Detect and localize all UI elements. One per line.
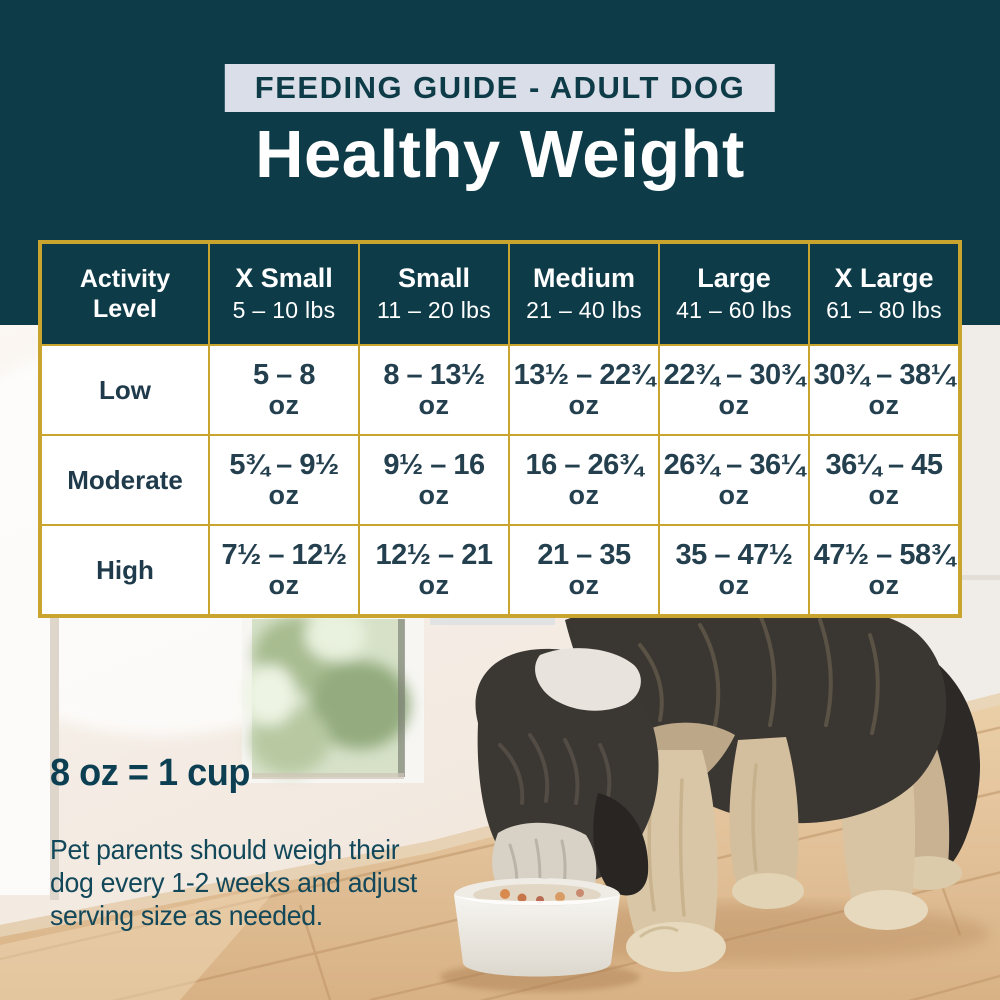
cell-moderate-large: 26¾ – 36¼ oz — [660, 436, 808, 524]
weighing-advice: Pet parents should weigh their dog every… — [50, 833, 417, 932]
dog-front-leg-far — [729, 737, 799, 899]
note-line: Pet parents should weigh their — [50, 834, 400, 865]
column-header-xlarge: X Large 61 – 80 lbs — [810, 244, 958, 344]
cell-high-xlarge: 47½ – 58¾ oz — [810, 526, 958, 614]
column-header-large: Large 41 – 60 lbs — [660, 244, 808, 344]
cell-moderate-xsmall: 5¾ – 9½ oz — [210, 436, 358, 524]
left-door-window — [0, 555, 59, 900]
cell-high-large: 35 – 47½ oz — [660, 526, 808, 614]
column-header-small: Small 11 – 20 lbs — [360, 244, 508, 344]
baseboard — [0, 693, 1000, 937]
badge-label: FEEDING GUIDE - ADULT DOG — [254, 70, 746, 105]
column-header-medium: Medium 21 – 40 lbs — [510, 244, 658, 344]
corner-label: Activity Level — [79, 264, 171, 324]
table-corner-header: Activity Level — [42, 244, 208, 344]
cell-high-medium: 21 – 35 oz — [510, 526, 658, 614]
cell-moderate-medium: 16 – 26¾ oz — [510, 436, 658, 524]
row-label-high: High — [42, 526, 208, 614]
cell-moderate-xlarge: 36¼ – 45 oz — [810, 436, 958, 524]
dog-fur-texture — [638, 613, 880, 735]
notes-block: 8 oz = 1 cup Pet parents should weigh th… — [50, 752, 417, 932]
row-label-low: Low — [42, 346, 208, 434]
dog-white-patch — [535, 648, 641, 711]
column-header-xsmall: X Small 5 – 10 lbs — [210, 244, 358, 344]
cell-high-xsmall: 7½ – 12½ oz — [210, 526, 358, 614]
dog — [475, 592, 981, 972]
window — [242, 609, 424, 783]
cell-low-xlarge: 30¾ – 38¼ oz — [810, 346, 958, 434]
feeding-table: Activity Level X Small 5 – 10 lbs Small … — [38, 240, 962, 618]
food-bits — [500, 889, 584, 904]
cell-low-medium: 13½ – 22¾ oz — [510, 346, 658, 434]
cell-low-large: 22¾ – 30¾ oz — [660, 346, 808, 434]
cell-high-small: 12½ – 21 oz — [360, 526, 508, 614]
cell-low-xsmall: 5 – 8 oz — [210, 346, 358, 434]
cell-moderate-small: 9½ – 16 oz — [360, 436, 508, 524]
page-title: Healthy Weight — [255, 117, 745, 192]
dog-front-paw — [626, 922, 726, 972]
note-line: serving size as needed. — [50, 900, 323, 931]
row-label-moderate: Moderate — [42, 436, 208, 524]
conversion-note: 8 oz = 1 cup — [50, 752, 250, 794]
food-bowl — [454, 878, 620, 977]
cell-low-small: 8 – 13½ oz — [360, 346, 508, 434]
note-line: dog every 1-2 weeks and adjust — [50, 867, 418, 898]
dog-ear — [593, 793, 649, 896]
feeding-guide-badge: FEEDING GUIDE - ADULT DOG — [224, 64, 776, 112]
